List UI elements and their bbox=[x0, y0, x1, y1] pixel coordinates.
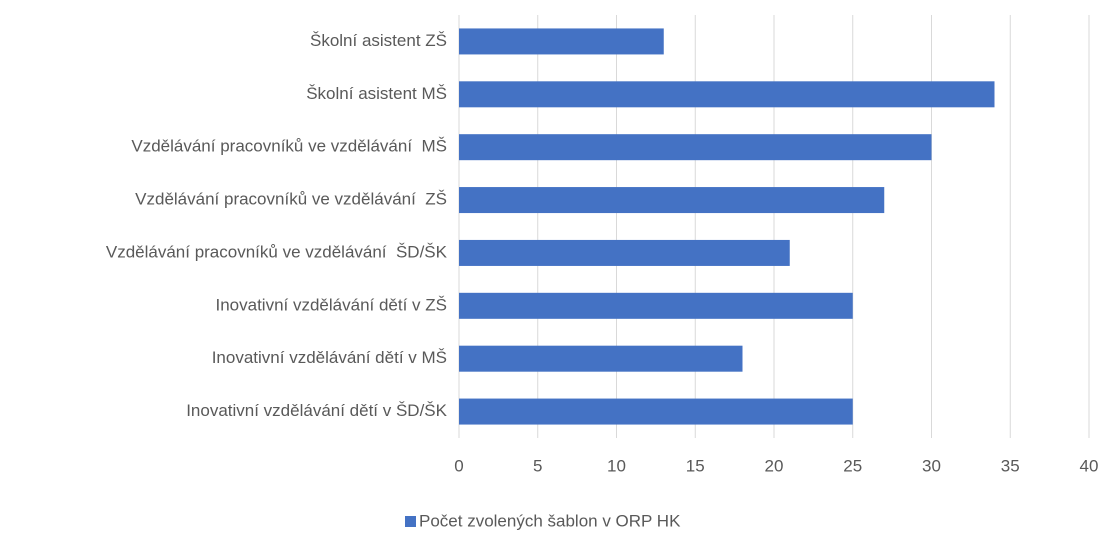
x-tick-label: 40 bbox=[1080, 456, 1099, 475]
x-tick-label: 5 bbox=[533, 456, 542, 475]
legend-swatch bbox=[405, 516, 416, 527]
y-tick-label: Vzdělávání pracovníků ve vzdělávání MŠ bbox=[131, 137, 447, 156]
x-tick-label: 15 bbox=[686, 456, 705, 475]
x-tick-label: 0 bbox=[454, 456, 463, 475]
x-tick-label: 10 bbox=[607, 456, 626, 475]
x-tick-label: 20 bbox=[765, 456, 784, 475]
y-tick-label: Inovativní vzdělávání dětí v ŠD/ŠK bbox=[186, 401, 447, 420]
y-tick-label: Vzdělávání pracovníků ve vzdělávání ZŠ bbox=[135, 190, 447, 209]
bar bbox=[459, 28, 664, 55]
bar bbox=[459, 345, 743, 372]
bar bbox=[459, 292, 853, 319]
legend-label: Počet zvolených šablon v ORP HK bbox=[419, 511, 681, 530]
y-tick-label: Vzdělávání pracovníků ve vzdělávání ŠD/Š… bbox=[106, 242, 448, 261]
x-tick-label: 35 bbox=[1001, 456, 1020, 475]
bar bbox=[459, 398, 853, 425]
bar bbox=[459, 81, 995, 108]
x-tick-label: 30 bbox=[922, 456, 941, 475]
y-tick-label: Inovativní vzdělávání dětí v ZŠ bbox=[215, 295, 447, 314]
x-tick-label: 25 bbox=[843, 456, 862, 475]
bar bbox=[459, 239, 790, 266]
bar bbox=[459, 134, 932, 161]
bar bbox=[459, 187, 885, 214]
y-tick-label: Školní asistent MŠ bbox=[306, 84, 447, 103]
y-tick-label: Školní asistent ZŠ bbox=[310, 31, 447, 50]
y-tick-label: Inovativní vzdělávání dětí v MŠ bbox=[212, 348, 447, 367]
